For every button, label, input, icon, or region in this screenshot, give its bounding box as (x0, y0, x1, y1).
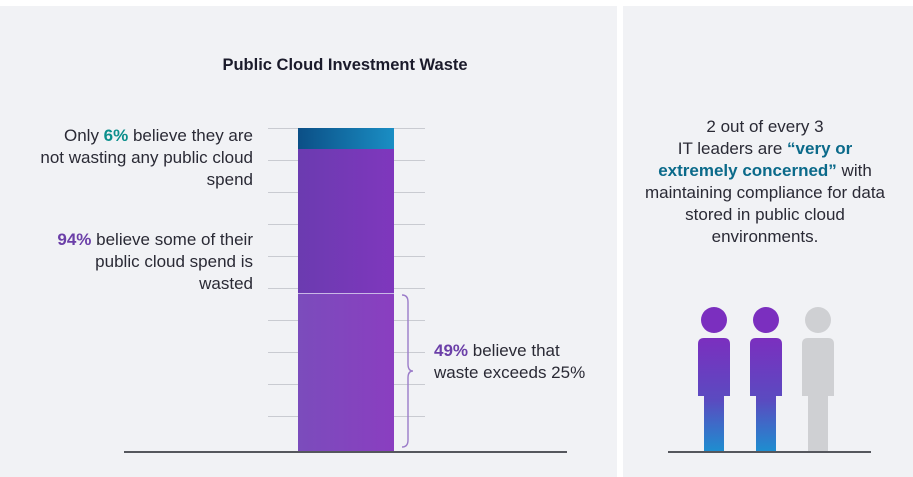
chart-baseline (124, 451, 567, 453)
annotation-prefix: Only (63, 126, 104, 145)
person-icon (698, 307, 730, 452)
people-baseline (668, 451, 871, 453)
stat-line2: IT leaders are (677, 139, 788, 158)
stat-emphasis: “very or extremely concerned” (658, 139, 853, 180)
bar-segment-wasting (298, 149, 394, 293)
annotation-text: believe some of their public cloud spend… (91, 230, 253, 293)
annotation-value: 49% (434, 341, 469, 360)
annotation-text: believe they are not wasting any public … (40, 126, 253, 189)
bar-divider (298, 293, 394, 294)
stat-rest: with maintaining compliance for data sto… (644, 161, 886, 246)
person-icon (750, 307, 782, 452)
annotation-value: 6% (103, 126, 129, 145)
concern-statistic: 2 out of every 3 IT leaders are “very or… (640, 116, 890, 248)
person-icon (802, 307, 834, 452)
annotation-text: believe that waste exceeds 25% (434, 341, 586, 382)
chart-title: Public Cloud Investment Waste (222, 56, 468, 74)
annotation-49-percent: 49% believe that waste exceeds 25% (434, 340, 604, 384)
annotation-value: 94% (57, 230, 92, 249)
people-icon (698, 307, 834, 452)
brace-icon (401, 294, 414, 448)
bar-segment-waste-over-25 (298, 293, 394, 451)
bar-segment-not-wasting (298, 128, 394, 149)
annotation-6-percent: Only 6% believe they are not wasting any… (40, 125, 253, 191)
stat-line1: 2 out of every 3 (706, 117, 824, 136)
annotation-94-percent: 94% believe some of their public cloud s… (40, 229, 253, 295)
